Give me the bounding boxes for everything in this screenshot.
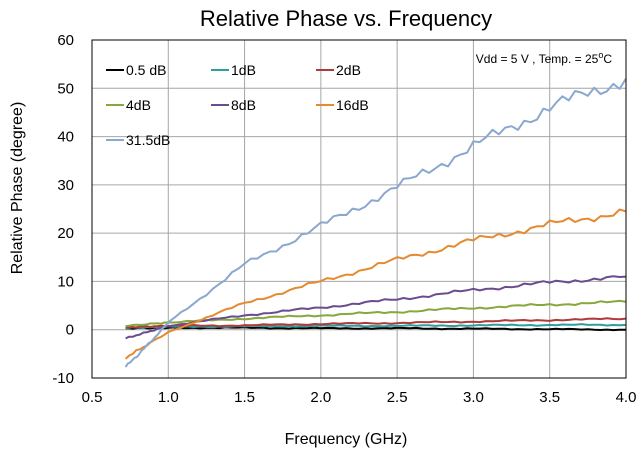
x-tick-label: 4.0	[616, 389, 637, 406]
conditions-annotation: Vdd = 5 V , Temp. = 25oC	[476, 50, 613, 66]
legend-label: 4dB	[126, 97, 151, 113]
annotation-main: Vdd = 5 V , Temp. = 25	[476, 52, 599, 66]
chart-title: Relative Phase vs. Frequency	[200, 6, 492, 31]
y-tick-label: -10	[52, 370, 74, 387]
series-line-4	[125, 275, 627, 340]
x-tick-label: 3.0	[463, 389, 484, 406]
legend-label: 16dB	[336, 97, 369, 113]
x-tick-label: 2.5	[387, 389, 408, 406]
y-tick-label: 20	[57, 225, 74, 242]
x-tick-label: 0.5	[82, 389, 103, 406]
y-tick-labels: -10 0 10 20 30 40 50 60	[52, 32, 74, 387]
legend-label: 1dB	[231, 62, 256, 78]
y-tick-label: 10	[57, 273, 74, 290]
plot-frame	[91, 39, 627, 379]
y-tick-label: 30	[57, 177, 74, 194]
legend-label: 0.5 dB	[126, 62, 166, 78]
annotation-unit: C	[603, 52, 612, 66]
legend-label: 8dB	[231, 97, 256, 113]
legend: 0.5 dB 1dB 2dB 4dB 8dB 16dB 31.5dB	[106, 62, 369, 148]
series-line-5	[124, 208, 627, 360]
series-line-3	[125, 299, 627, 328]
x-tick-label: 1.5	[234, 389, 255, 406]
series-line-2	[125, 317, 627, 329]
x-axis-title: Frequency (GHz)	[285, 431, 408, 448]
y-tick-label: 0	[66, 322, 74, 339]
y-tick-label: 50	[57, 80, 74, 97]
y-tick-label: 60	[57, 32, 74, 49]
legend-label: 2dB	[336, 62, 361, 78]
x-tick-label: 3.5	[539, 389, 560, 406]
x-tick-labels: 0.5 1.0 1.5 2.0 2.5 3.0 3.5 4.0	[82, 389, 637, 406]
x-tick-label: 1.0	[158, 389, 179, 406]
grid	[91, 39, 627, 379]
legend-label: 31.5dB	[126, 132, 170, 148]
series-line-6	[124, 78, 627, 368]
annotation-degree: o	[598, 50, 603, 60]
x-tick-label: 2.0	[310, 389, 331, 406]
y-tick-label: 40	[57, 129, 74, 146]
series-lines	[124, 78, 627, 368]
y-axis-title: Relative Phase (degree)	[9, 102, 26, 275]
